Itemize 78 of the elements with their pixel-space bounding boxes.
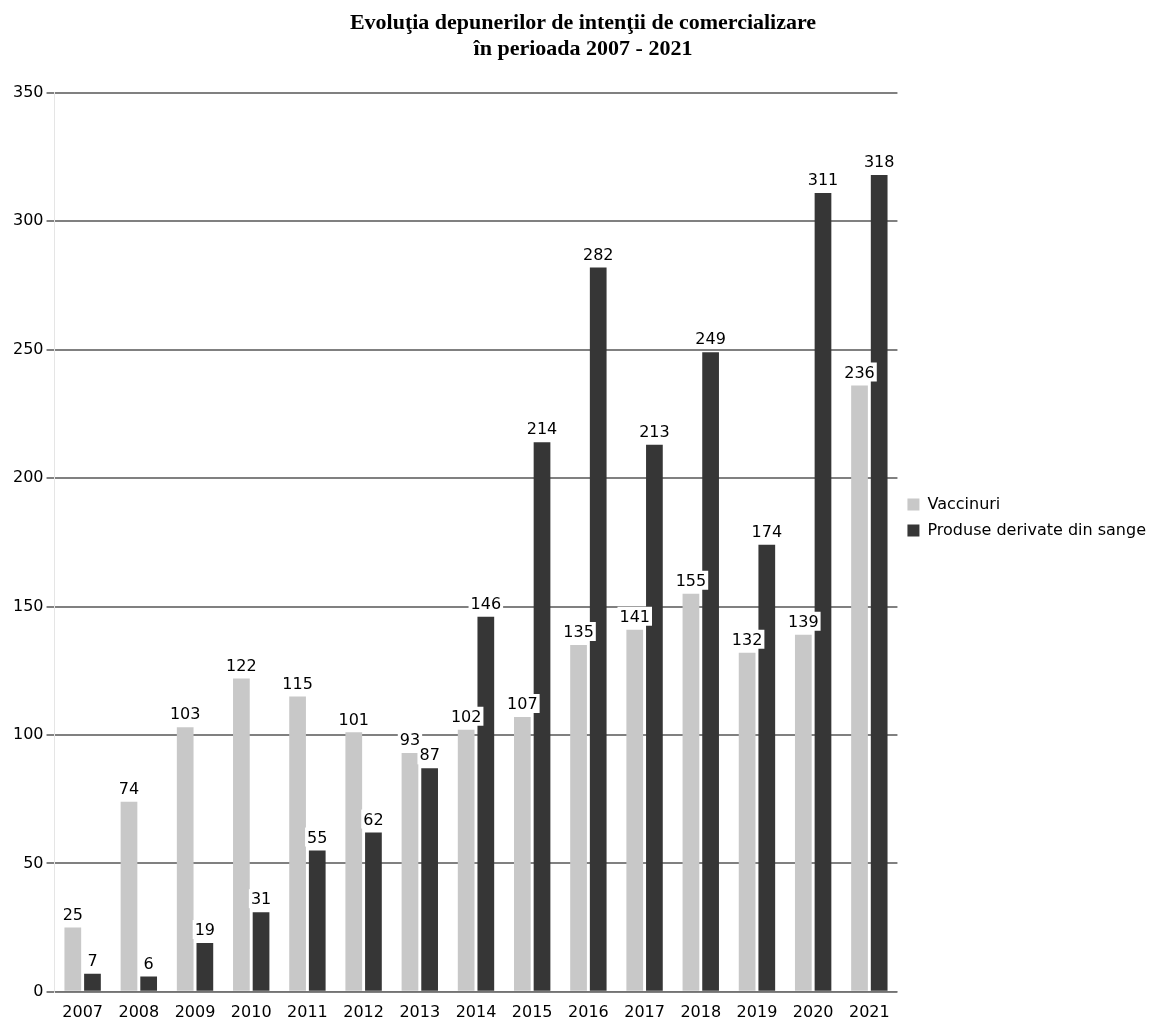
bar — [421, 768, 438, 991]
data-label: 107 — [507, 694, 538, 714]
x-tick-label: 2012 — [343, 1001, 384, 1021]
data-label: 7 — [87, 950, 98, 970]
data-label: 6 — [143, 953, 154, 973]
x-tick-label: 2013 — [399, 1001, 441, 1021]
legend-label: Vaccinuri — [927, 493, 1001, 513]
data-label: 25 — [62, 904, 83, 924]
x-tick-label: 2008 — [118, 1001, 160, 1021]
x-tick-label: 2016 — [568, 1001, 609, 1021]
data-label: 19 — [194, 920, 216, 940]
data-label: 101 — [338, 709, 370, 729]
bar — [457, 729, 475, 991]
bar — [570, 645, 587, 991]
bar — [365, 832, 382, 991]
bar — [233, 678, 250, 991]
data-label: 236 — [844, 362, 875, 382]
data-label: 214 — [526, 419, 558, 439]
data-label: 93 — [399, 730, 421, 750]
bar — [120, 801, 138, 991]
data-label: 139 — [788, 611, 819, 631]
data-label: 102 — [450, 706, 482, 726]
bar — [289, 696, 306, 991]
data-label: 135 — [563, 622, 594, 642]
x-tick-label: 2014 — [455, 1001, 497, 1021]
bar — [176, 727, 194, 991]
bar — [401, 752, 419, 991]
bar — [308, 850, 326, 991]
data-label: 213 — [639, 421, 670, 441]
x-tick-label: 2021 — [848, 1001, 890, 1021]
bar — [196, 943, 214, 991]
y-tick-label: 150 — [12, 595, 44, 615]
data-label: 146 — [470, 593, 502, 613]
data-label: 174 — [751, 522, 783, 542]
y-tick-label: 100 — [12, 724, 44, 744]
data-label: 132 — [731, 629, 763, 649]
bar — [84, 973, 101, 991]
bar — [682, 593, 700, 991]
data-label: 249 — [695, 329, 726, 349]
x-tick-label: 2020 — [792, 1001, 834, 1021]
data-label: 87 — [419, 745, 440, 765]
y-tick-label: 50 — [23, 852, 44, 872]
x-tick-label: 2017 — [624, 1001, 665, 1021]
data-label: 62 — [363, 809, 384, 829]
data-label: 282 — [582, 244, 614, 264]
data-label: 103 — [169, 704, 201, 724]
bar — [140, 976, 158, 991]
bar — [626, 629, 644, 991]
bar — [794, 634, 812, 991]
x-tick-label: 2015 — [511, 1001, 553, 1021]
data-label: 122 — [226, 655, 257, 675]
data-label: 31 — [250, 889, 272, 909]
y-tick-label: 350 — [12, 81, 44, 101]
bar — [64, 927, 82, 991]
data-label: 74 — [118, 778, 140, 798]
data-label: 318 — [863, 152, 895, 172]
data-label: 311 — [807, 170, 839, 190]
bar — [851, 385, 868, 991]
bar — [252, 912, 270, 991]
y-tick-label: 200 — [12, 467, 44, 487]
data-label: 141 — [619, 606, 651, 626]
data-label: 55 — [307, 827, 328, 847]
x-tick-label: 2018 — [680, 1001, 722, 1021]
bar — [738, 652, 756, 991]
bar — [513, 716, 531, 991]
x-tick-label: 2007 — [62, 1001, 103, 1021]
y-tick-label: 250 — [12, 338, 44, 358]
chart-title: Evoluţia depunerilor de intenţii de comercializare în perioada 2007 - 2021 — [349, 8, 817, 61]
data-label: 115 — [282, 673, 313, 693]
x-tick-label: 2019 — [736, 1001, 778, 1021]
data-label: 155 — [675, 570, 707, 590]
y-tick-label: 0 — [33, 980, 44, 1000]
bar — [345, 732, 363, 991]
y-tick-label: 300 — [12, 210, 44, 230]
x-tick-label: 2011 — [287, 1001, 328, 1021]
legend-label: Produse derivate din sange — [927, 519, 1147, 539]
x-tick-label: 2010 — [230, 1001, 272, 1021]
x-tick-label: 2009 — [174, 1001, 216, 1021]
